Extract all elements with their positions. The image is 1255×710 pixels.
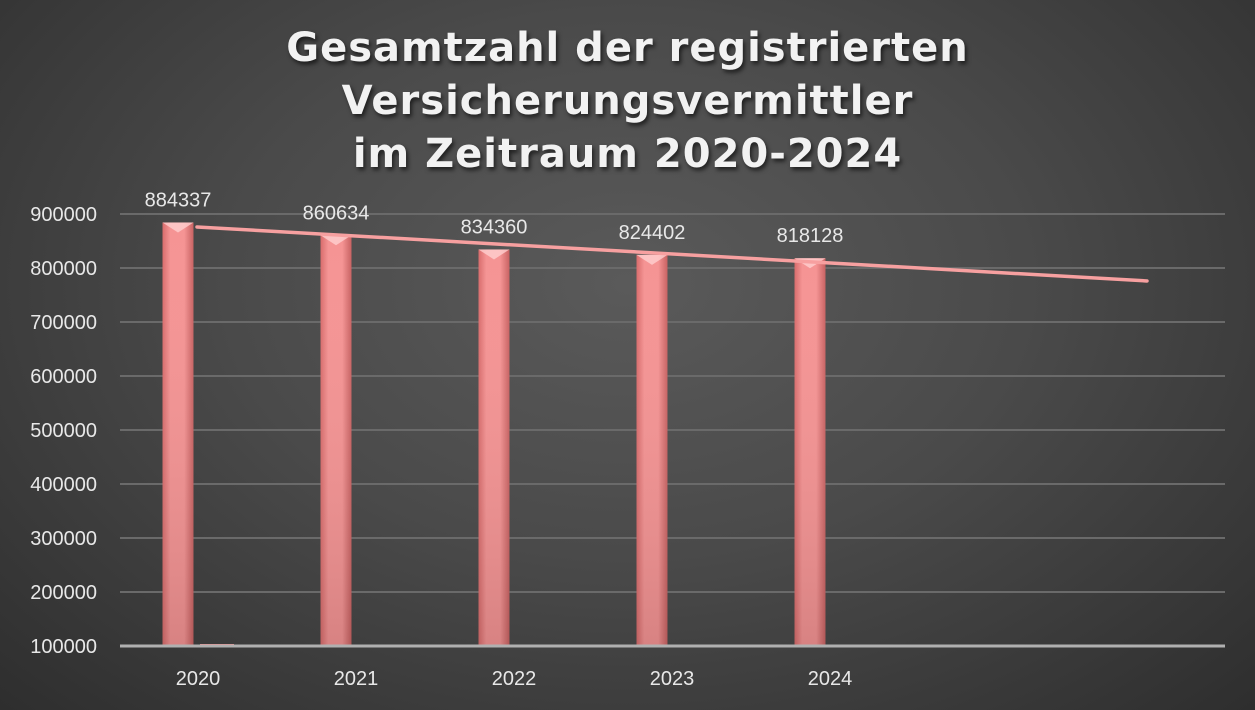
y-tick-label: 900000	[30, 204, 97, 226]
data-label-2020: 884337	[145, 189, 212, 211]
y-tick-label: 400000	[30, 474, 97, 496]
y-tick-label: 300000	[30, 528, 97, 550]
x-axis-ticks: 2020 2021 2022 2023 2024	[176, 668, 853, 690]
data-label-2024: 818128	[777, 225, 844, 247]
bar-2023	[636, 254, 668, 646]
y-tick-label: 700000	[30, 312, 97, 334]
chart-title-line-3: im Zeitraum 2020-2024	[352, 131, 903, 177]
x-tick-label-2023: 2023	[650, 668, 695, 690]
chart-title: Gesamtzahl der registrierten Versicherun…	[0, 22, 1255, 181]
data-labels: 884337 860634 834360 824402 818128	[145, 189, 844, 247]
y-tick-label: 500000	[30, 420, 97, 442]
trendline	[195, 225, 1149, 283]
y-axis-ticks: 100000 200000 300000 400000 500000 600000 7000…	[30, 204, 97, 658]
y-tick-label: 600000	[30, 366, 97, 388]
chart-title-line-2: Versicherungsvermittler	[341, 78, 914, 124]
y-tick-label: 200000	[30, 582, 97, 604]
data-label-2022: 834360	[461, 216, 528, 238]
bar-2020	[162, 222, 194, 647]
y-tick-label: 800000	[30, 258, 97, 280]
chart-title-line-1: Gesamtzahl der registrierten	[286, 25, 969, 71]
x-tick-label-2022: 2022	[492, 668, 537, 690]
bar-2024	[794, 258, 826, 646]
data-label-2021: 860634	[303, 202, 370, 224]
x-tick-label-2020: 2020	[176, 668, 221, 690]
data-label-2023: 824402	[619, 222, 686, 244]
x-tick-label-2021: 2021	[334, 668, 379, 690]
bar-2021	[320, 235, 352, 647]
x-tick-label-2024: 2024	[808, 668, 853, 690]
bar-2022	[478, 249, 510, 646]
y-tick-label: 100000	[30, 636, 97, 658]
gridlines	[120, 213, 1225, 593]
bars	[162, 222, 826, 647]
